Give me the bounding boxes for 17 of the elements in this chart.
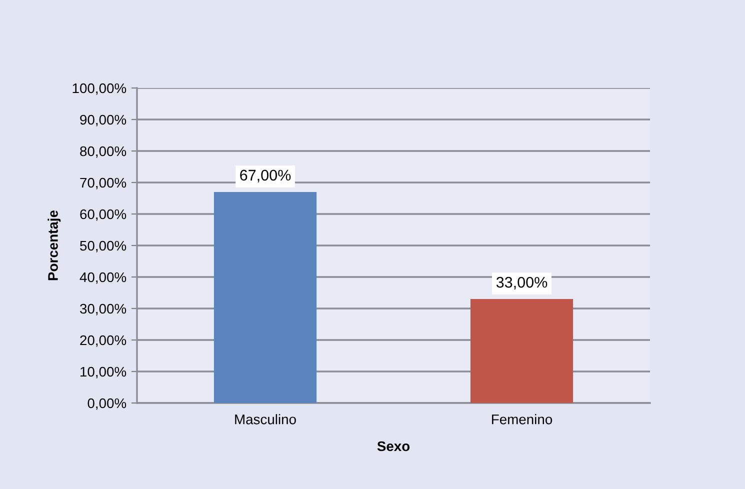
y-tick-label: 70,00% [80,178,126,190]
y-tick-label: 10,00% [80,366,126,378]
data-label: 33,00% [496,276,548,290]
y-axis-title: Porcentaje [48,210,61,280]
y-tick-label: 90,00% [80,114,126,126]
y-tick-label: 100,00% [72,83,126,95]
x-axis-title: Sexo [377,441,410,452]
y-tick-label: 30,00% [80,304,126,316]
y-tick-label: 50,00% [80,240,126,252]
y-tick-label: 60,00% [80,209,126,221]
y-tick-label: 80,00% [80,146,126,158]
y-tick-label: 20,00% [80,335,126,347]
y-tick-label: 0,00% [88,398,126,410]
x-tick-label: Masculino [235,414,296,424]
y-tick-label: 40,00% [80,272,126,284]
x-tick-label: Femenino [492,414,552,424]
data-label: 67,00% [240,170,291,182]
